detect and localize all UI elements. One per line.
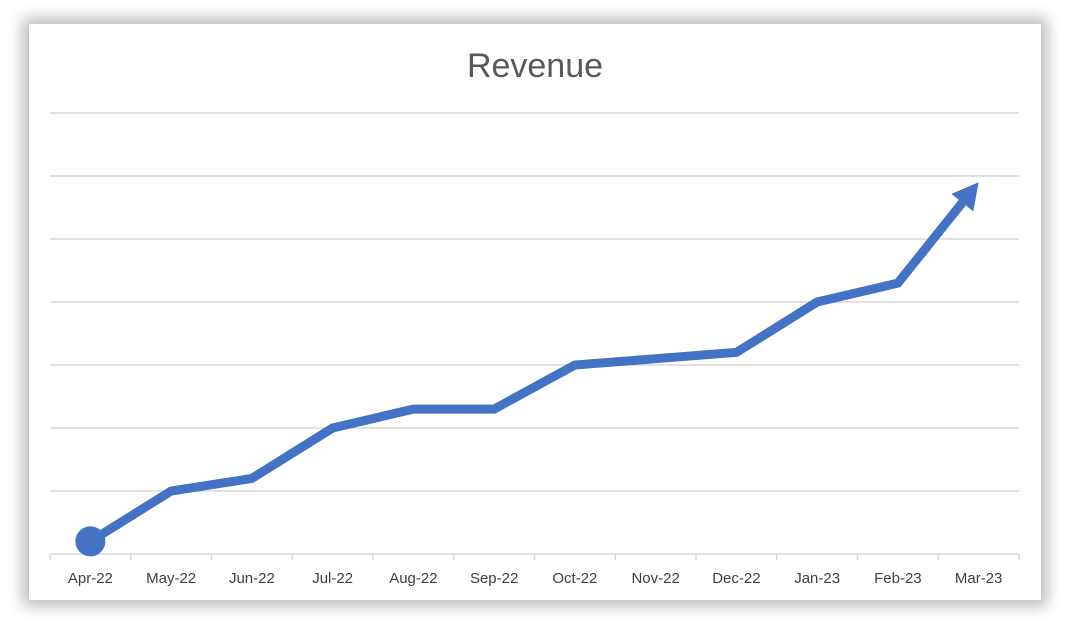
x-tick-label: Jun-22: [229, 570, 275, 587]
x-axis: [49, 553, 1020, 560]
chart-title: Revenue: [467, 47, 603, 85]
gridlines: [50, 112, 1019, 492]
x-tick-label: Nov-22: [631, 570, 679, 587]
x-tick-label: Oct-22: [552, 570, 597, 587]
series-layer: [75, 182, 979, 557]
x-tick-label: Jan-23: [794, 570, 840, 587]
x-tick-label: Aug-22: [389, 570, 437, 587]
end-arrow-marker: [951, 182, 979, 212]
revenue-series-line: [87, 199, 966, 546]
x-tick-label: Apr-22: [68, 570, 113, 587]
chart-area: Revenue Apr-22 May-22 Jun-22 Jul-22 Aug-22 Se…: [29, 24, 1041, 600]
x-tick-label: Mar-23: [955, 570, 1003, 587]
x-tick-label: Dec-22: [712, 570, 760, 587]
x-tick-label: Sep-22: [470, 570, 518, 587]
start-circle-marker: [75, 526, 106, 557]
x-tick-label: Jul-22: [312, 570, 353, 587]
x-tick-label: May-22: [146, 570, 196, 587]
revenue-chart: Revenue Apr-22 May-22 Jun-22 Jul-22 Aug-22 Se…: [49, 47, 1020, 587]
x-tick-label: Feb-23: [874, 570, 922, 587]
x-tick-labels: Apr-22 May-22 Jun-22 Jul-22 Aug-22 Sep-22 Oct-…: [68, 570, 1003, 587]
